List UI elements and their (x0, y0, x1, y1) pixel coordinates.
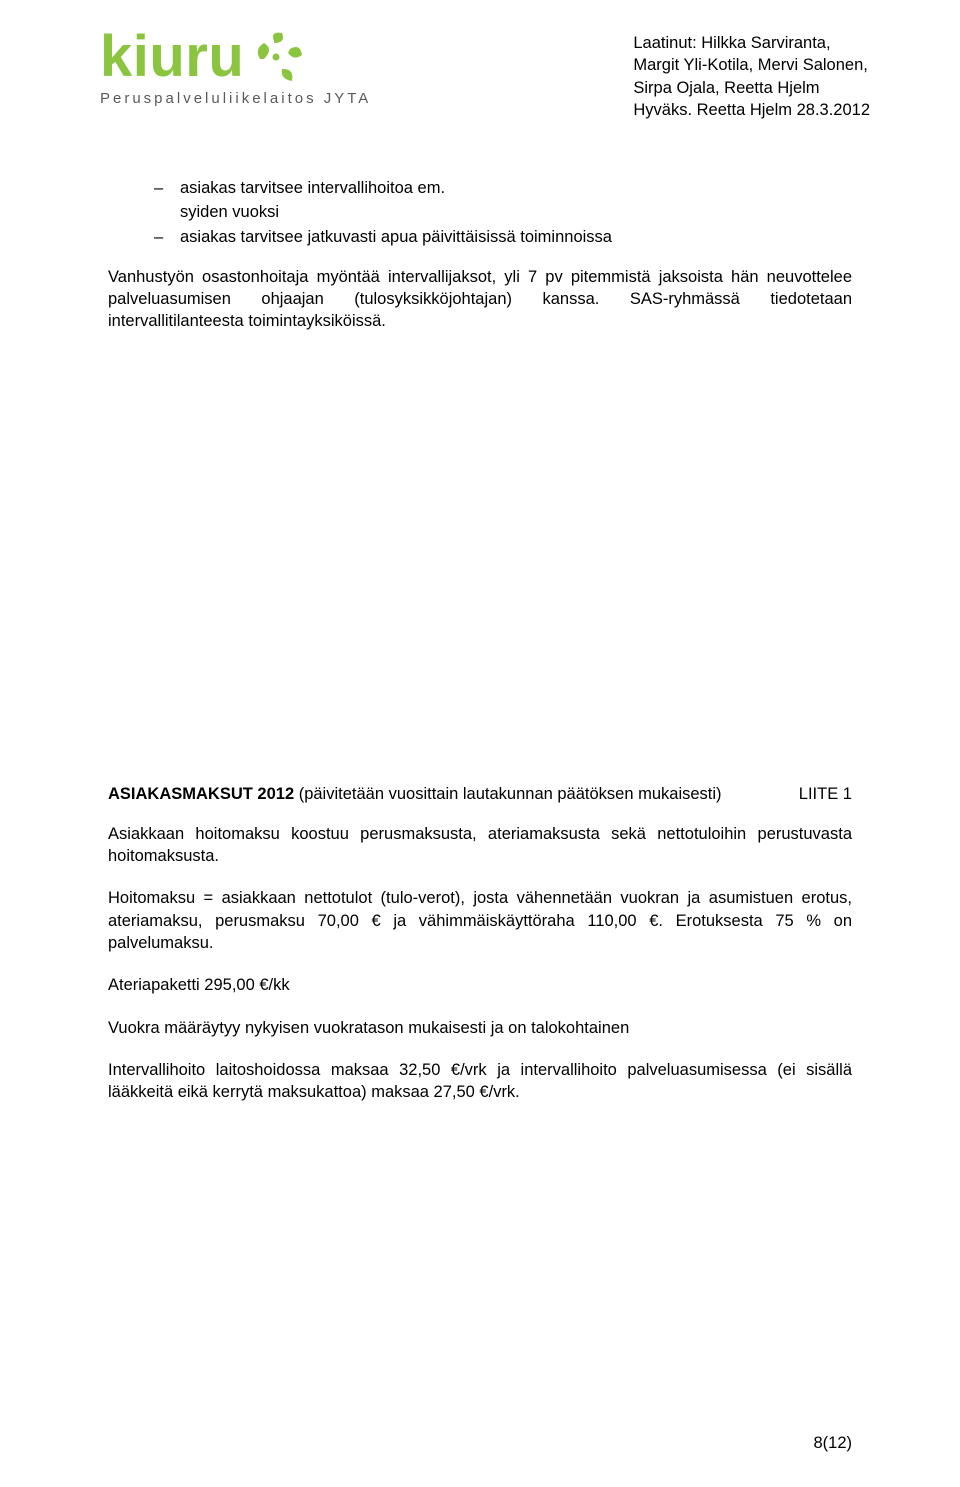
section-heading-row: ASIAKASMAKSUT 2012 (päivitetään vuositta… (108, 783, 852, 805)
list-item: – asiakas tarvitsee intervallihoitoa em. (154, 177, 852, 199)
list-item: syiden vuoksi (154, 201, 852, 223)
document-body: – asiakas tarvitsee intervallihoitoa em.… (0, 121, 960, 1103)
list-item-text: syiden vuoksi (180, 201, 279, 223)
logo-row: kiuru (100, 28, 371, 86)
paragraph: Vanhustyön osastonhoitaja myöntää interv… (108, 266, 852, 333)
list-item-text: asiakas tarvitsee jatkuvasti apua päivit… (180, 226, 612, 248)
appendix-label: LIITE 1 (799, 783, 852, 805)
page-header: kiuru Peruspalveluliikelaitos JYTA Laati… (0, 0, 960, 121)
meta-line-1: Laatinut: Hilkka Sarviranta, (633, 32, 870, 54)
section-heading-bold: ASIAKASMAKSUT 2012 (108, 785, 294, 803)
paragraph: Intervallihoito laitoshoidossa maksaa 32… (108, 1059, 852, 1104)
logo-leaf-icon (250, 29, 306, 85)
paragraph: Hoitomaksu = asiakkaan nettotulot (tulo-… (108, 887, 852, 954)
document-meta: Laatinut: Hilkka Sarviranta, Margit Yli-… (633, 28, 870, 121)
list-item-text: asiakas tarvitsee intervallihoitoa em. (180, 177, 445, 199)
paragraph: Asiakkaan hoitomaksu koostuu perusmaksus… (108, 823, 852, 868)
dash-icon: – (154, 226, 166, 248)
meta-line-4: Hyväks. Reetta Hjelm 28.3.2012 (633, 99, 870, 121)
paragraph: Ateriapaketti 295,00 €/kk (108, 974, 852, 996)
meta-line-3: Sirpa Ojala, Reetta Hjelm (633, 77, 870, 99)
page-number: 8(12) (813, 1434, 852, 1453)
meta-line-2: Margit Yli-Kotila, Mervi Salonen, (633, 54, 870, 76)
dash-icon (154, 201, 166, 223)
bullet-list: – asiakas tarvitsee intervallihoitoa em.… (108, 177, 852, 248)
section-heading: ASIAKASMAKSUT 2012 (päivitetään vuositta… (108, 783, 722, 805)
paragraph: Vuokra määräytyy nykyisen vuokratason mu… (108, 1017, 852, 1039)
logo-subtitle: Peruspalveluliikelaitos JYTA (100, 90, 371, 107)
logo-word: kiuru (100, 28, 244, 86)
section-heading-rest: (päivitetään vuosittain lautakunnan päät… (294, 785, 721, 803)
list-item: – asiakas tarvitsee jatkuvasti apua päiv… (154, 226, 852, 248)
dash-icon: – (154, 177, 166, 199)
logo-block: kiuru Peruspalveluliikelaitos JYTA (100, 28, 371, 107)
